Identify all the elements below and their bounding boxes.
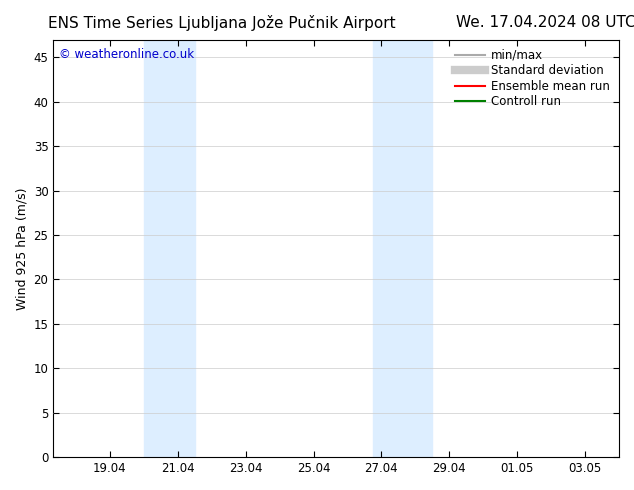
Text: ENS Time Series Ljubljana Jože Pučnik Airport: ENS Time Series Ljubljana Jože Pučnik Ai… bbox=[48, 15, 396, 31]
Bar bbox=[144, 40, 195, 457]
Bar bbox=[373, 40, 432, 457]
Text: © weatheronline.co.uk: © weatheronline.co.uk bbox=[59, 48, 194, 61]
Y-axis label: Wind 925 hPa (m/s): Wind 925 hPa (m/s) bbox=[15, 187, 28, 310]
Legend: min/max, Standard deviation, Ensemble mean run, Controll run: min/max, Standard deviation, Ensemble me… bbox=[451, 46, 613, 112]
Text: We. 17.04.2024 08 UTC: We. 17.04.2024 08 UTC bbox=[456, 15, 634, 30]
